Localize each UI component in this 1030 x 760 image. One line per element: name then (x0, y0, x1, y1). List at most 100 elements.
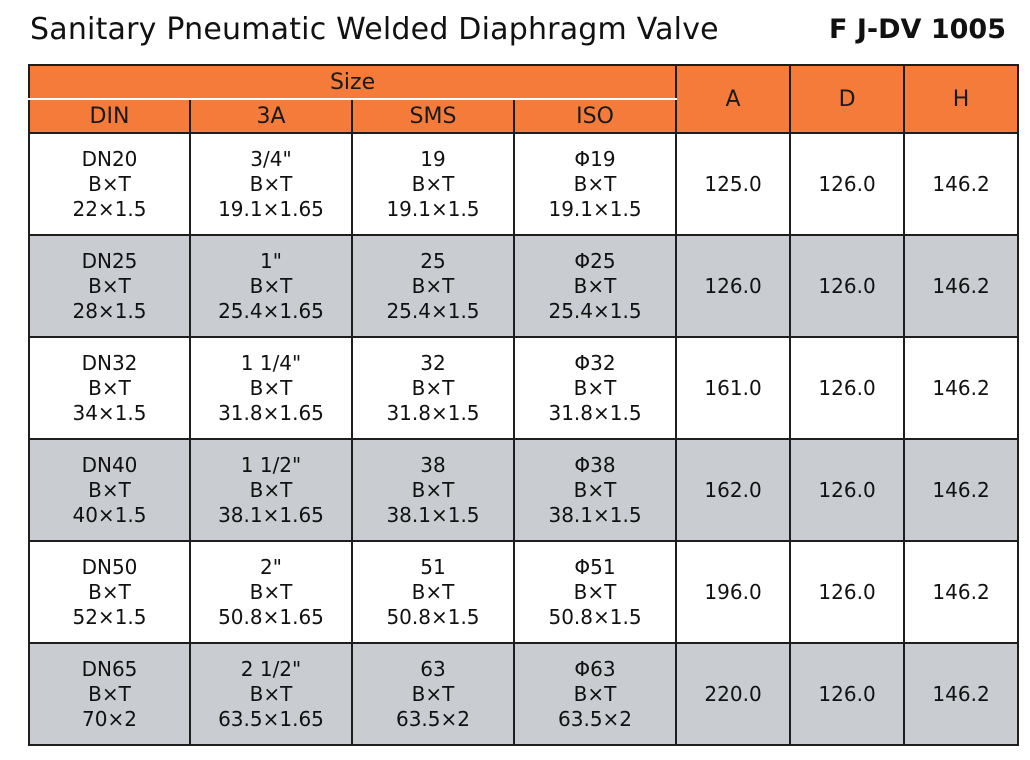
cell-sms-line: 19.1×1.5 (386, 196, 480, 221)
cell-h: 146.2 (903, 540, 1020, 644)
cell-din-line: 40×1.5 (72, 502, 147, 527)
cell-din-line: 28×1.5 (72, 298, 147, 323)
table-row: DN25 B×T 28×1.5 1" B×T 25.4×1.65 25 B×T 25.4×1.5… (28, 234, 1020, 338)
cell-3a-line: 38.1×1.65 (218, 502, 324, 527)
cell-sms-line: 38.1×1.5 (386, 502, 480, 527)
table-row: DN50 B×T 52×1.5 2" B×T 50.8×1.65 51 B×T 50.8×1.5… (28, 540, 1020, 644)
cell-sms-line: 25.4×1.5 (386, 298, 480, 323)
cell-iso-line: 19.1×1.5 (548, 196, 642, 221)
cell-3a-line: 3/4" (250, 146, 292, 171)
cell-3a-line: B×T (249, 273, 293, 298)
cell-din: DN40 B×T 40×1.5 (28, 438, 191, 542)
cell-iso: Φ51 B×T 50.8×1.5 (512, 540, 678, 644)
cell-sms-line: B×T (411, 681, 455, 706)
cell-din-line: DN20 (81, 146, 138, 171)
cell-sms-line: B×T (411, 477, 455, 502)
cell-3a-line: 1 1/2" (240, 452, 302, 477)
cell-sms: 38 B×T 38.1×1.5 (351, 438, 515, 542)
cell-din-line: B×T (88, 273, 131, 298)
cell-3a-line: 50.8×1.65 (218, 604, 324, 629)
cell-iso-line: Φ25 (574, 248, 616, 273)
cell-din-line: B×T (88, 681, 131, 706)
cell-din-line: 22×1.5 (72, 196, 147, 221)
cell-iso-line: Φ63 (574, 656, 616, 681)
column-header-din: DIN (28, 98, 191, 134)
column-header-sms: SMS (351, 98, 515, 134)
cell-3a-line: 1 1/4" (240, 350, 302, 375)
cell-iso: Φ32 B×T 31.8×1.5 (512, 336, 678, 440)
cell-din-line: 34×1.5 (72, 400, 147, 425)
cell-h: 146.2 (903, 642, 1020, 746)
cell-din: DN50 B×T 52×1.5 (28, 540, 191, 644)
cell-din: DN32 B×T 34×1.5 (28, 336, 191, 440)
cell-sms-line: 51 (420, 554, 446, 579)
cell-3a-line: B×T (249, 375, 293, 400)
cell-din: DN20 B×T 22×1.5 (28, 132, 191, 236)
title-bar: Sanitary Pneumatic Welded Diaphragm Valv… (0, 0, 1030, 62)
cell-3a-line: B×T (249, 171, 293, 196)
cell-iso-line: Φ51 (574, 554, 616, 579)
column-header-h: H (903, 64, 1020, 134)
table-row: DN32 B×T 34×1.5 1 1/4" B×T 31.8×1.65 32 B×T 31.8… (28, 336, 1020, 440)
cell-3a: 1" B×T 25.4×1.65 (189, 234, 353, 338)
cell-a: 162.0 (675, 438, 792, 542)
column-header-d: D (789, 64, 906, 134)
cell-din-line: B×T (88, 375, 131, 400)
cell-iso-line: Φ32 (574, 350, 616, 375)
cell-3a-line: 63.5×1.65 (218, 706, 324, 731)
cell-3a: 1 1/2" B×T 38.1×1.65 (189, 438, 353, 542)
column-header-a: A (675, 64, 792, 134)
cell-sms-line: 25 (420, 248, 446, 273)
cell-d: 126.0 (789, 234, 906, 338)
cell-iso-line: B×T (573, 273, 617, 298)
spec-table-body: DN20 B×T 22×1.5 3/4" B×T 19.1×1.65 19 B×T 19.1×1… (28, 132, 1020, 746)
cell-sms: 19 B×T 19.1×1.5 (351, 132, 515, 236)
cell-sms-line: 38 (420, 452, 446, 477)
cell-h: 146.2 (903, 234, 1020, 338)
cell-a: 220.0 (675, 642, 792, 746)
cell-sms-line: 50.8×1.5 (386, 604, 480, 629)
cell-iso-line: Φ19 (574, 146, 616, 171)
table-row: DN20 B×T 22×1.5 3/4" B×T 19.1×1.65 19 B×T 19.1×1… (28, 132, 1020, 236)
cell-din-line: DN65 (81, 656, 138, 681)
cell-din-line: 70×2 (82, 706, 137, 731)
cell-a: 196.0 (675, 540, 792, 644)
cell-sms-line: B×T (411, 171, 455, 196)
cell-sms-line: 31.8×1.5 (386, 400, 480, 425)
cell-3a-line: 1" (260, 248, 282, 273)
cell-sms: 25 B×T 25.4×1.5 (351, 234, 515, 338)
cell-d: 126.0 (789, 438, 906, 542)
cell-iso-line: 31.8×1.5 (548, 400, 642, 425)
cell-iso-line: 38.1×1.5 (548, 502, 642, 527)
spec-table: Size A D H DIN 3A SMS ISO DN20 B×T 22×1.5 3… (27, 64, 1020, 746)
cell-iso: Φ63 B×T 63.5×2 (512, 642, 678, 746)
model-number: F J-DV 1005 (829, 14, 1006, 45)
cell-3a: 1 1/4" B×T 31.8×1.65 (189, 336, 353, 440)
cell-3a-line: 25.4×1.65 (218, 298, 324, 323)
cell-a: 126.0 (675, 234, 792, 338)
cell-sms-line: B×T (411, 375, 455, 400)
cell-3a-line: 2" (260, 554, 282, 579)
cell-iso-line: B×T (573, 171, 617, 196)
cell-iso: Φ38 B×T 38.1×1.5 (512, 438, 678, 542)
cell-h: 146.2 (903, 438, 1020, 542)
cell-din: DN25 B×T 28×1.5 (28, 234, 191, 338)
cell-iso-line: B×T (573, 375, 617, 400)
cell-din-line: 52×1.5 (72, 604, 147, 629)
cell-sms-line: 19 (420, 146, 446, 171)
size-group-header: Size (27, 64, 678, 100)
cell-sms-line: B×T (411, 273, 455, 298)
cell-sms: 51 B×T 50.8×1.5 (351, 540, 515, 644)
cell-a: 161.0 (675, 336, 792, 440)
cell-din-line: DN32 (81, 350, 138, 375)
cell-sms-line: 63.5×2 (395, 706, 470, 731)
cell-sms: 32 B×T 31.8×1.5 (351, 336, 515, 440)
cell-iso-line: B×T (573, 681, 617, 706)
cell-d: 126.0 (789, 642, 906, 746)
cell-a: 125.0 (675, 132, 792, 236)
cell-sms: 63 B×T 63.5×2 (351, 642, 515, 746)
cell-din-line: DN40 (81, 452, 138, 477)
table-row: DN65 B×T 70×2 2 1/2" B×T 63.5×1.65 63 B×T 63.5×2… (28, 642, 1020, 746)
cell-3a: 2 1/2" B×T 63.5×1.65 (189, 642, 353, 746)
cell-din: DN65 B×T 70×2 (28, 642, 191, 746)
